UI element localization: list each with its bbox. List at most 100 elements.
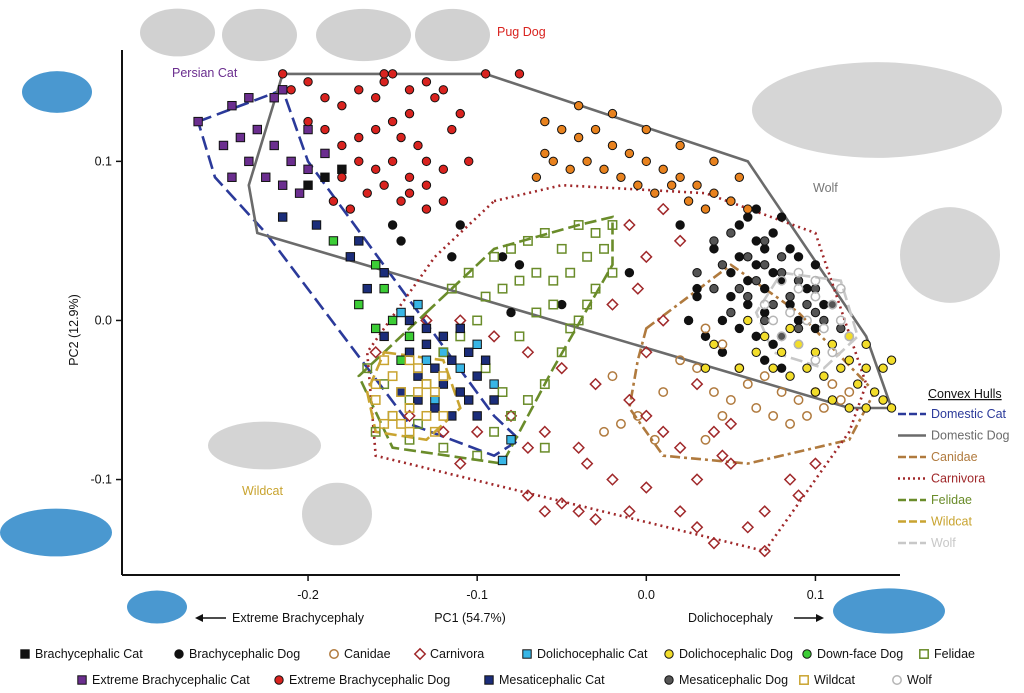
point-extreme-brachycephalic-dog [354, 156, 364, 167]
point-brachycephalic-dog [447, 252, 457, 262]
point-canidae [607, 371, 618, 382]
point-mesaticephalic-dog [802, 299, 812, 310]
point-carnivora [656, 314, 670, 327]
point-brachycephalic-dog [768, 339, 778, 350]
point-wolf [785, 307, 796, 318]
point-brachycephalic-cat [303, 180, 313, 190]
legend-marker-extreme-brachycephalic-cat-icon [77, 675, 87, 685]
point-felidae [455, 331, 466, 342]
point-extreme-brachycephalic-cat [244, 93, 254, 103]
point-brachycephalic-dog [700, 331, 711, 342]
point-wildcat [370, 379, 381, 390]
point-brachycephalic-dog [734, 323, 745, 334]
point-brachycephalic-dog [396, 236, 406, 246]
point-orange-dog [709, 156, 719, 167]
point-dolichocephalic-dog [827, 395, 838, 405]
point-wolf [835, 283, 846, 294]
point-canidae [599, 426, 609, 437]
point-carnivora [716, 449, 729, 462]
point-felidae [548, 299, 559, 310]
point-brachycephalic-dog [810, 260, 821, 270]
legend-label: Carnivora [430, 647, 485, 661]
point-orange-dog [650, 188, 660, 198]
point-carnivora [792, 489, 805, 502]
point-mesaticephalic-cat [404, 347, 415, 357]
point-mesaticephalic-dog [776, 252, 787, 262]
point-orange-dog [548, 156, 558, 167]
legend-marker-felidae-icon [919, 649, 929, 659]
annotation-wolf: Wolf [813, 181, 838, 195]
point-dolichocephalic-dog [751, 347, 761, 357]
point-felidae [404, 434, 415, 445]
point-wildcat [370, 395, 381, 405]
point-brachycephalic-dog [768, 228, 778, 238]
point-mesaticephalic-dog [717, 260, 728, 270]
point-felidae [463, 267, 474, 278]
point-extreme-brachycephalic-dog [438, 164, 449, 175]
hull-domestic-cat [196, 88, 522, 458]
annotation-wildcat: Wildcat [242, 484, 284, 498]
point-carnivora [521, 441, 535, 454]
point-dolichocephalic-cat [497, 455, 508, 466]
x-tick-label: -0.2 [297, 588, 319, 602]
legend-marker-brachycephalic-dog-icon [174, 649, 184, 659]
point-felidae [573, 220, 584, 230]
point-felidae [539, 379, 550, 390]
series-carnivora [369, 202, 822, 558]
point-extreme-brachycephalic-dog [370, 93, 381, 103]
point-dolichocephalic-cat [455, 363, 465, 373]
point-felidae [556, 347, 567, 358]
point-mesaticephalic-cat [464, 395, 474, 405]
point-felidae [506, 243, 516, 254]
point-mesaticephalic-cat [430, 403, 440, 413]
point-brachycephalic-dog [497, 252, 508, 262]
legend-marker [522, 649, 532, 659]
point-dolichocephalic-dog [886, 403, 897, 413]
y-tick-label: 0.0 [95, 313, 112, 327]
point-brachycephalic-dog [743, 275, 753, 286]
point-brachycephalic-dog [759, 244, 770, 254]
point-mesaticephalic-dog [726, 228, 736, 238]
point-carnivora [589, 513, 602, 526]
point-down-face-dog [354, 299, 364, 310]
point-mesaticephalic-dog [759, 260, 770, 270]
point-felidae [590, 283, 601, 294]
point-orange-dog [709, 188, 719, 198]
point-carnivora [470, 425, 484, 439]
point-felidae [489, 426, 500, 437]
point-brachycephalic-dog [692, 283, 702, 294]
point-extreme-brachycephalic-dog [404, 108, 415, 119]
point-extreme-brachycephalic-cat [303, 164, 313, 175]
legend-label: Wildcat [814, 673, 855, 687]
point-dolichocephalic-cat [472, 339, 482, 350]
point-carnivora [572, 441, 585, 454]
legend-marker [413, 647, 427, 661]
legend-label: Canidae [344, 647, 391, 661]
point-carnivora [580, 457, 594, 470]
point-mesaticephalic-cat [447, 355, 457, 365]
point-mesaticephalic-cat [472, 411, 482, 421]
legend-item-wildcat: Wildcat [797, 673, 855, 687]
point-felidae [565, 323, 576, 334]
point-carnivora [454, 457, 467, 470]
point-extreme-brachycephalic-dog [387, 116, 398, 127]
point-carnivora [623, 218, 636, 232]
point-felidae [599, 243, 609, 254]
point-mesaticephalic-dog [709, 236, 719, 246]
point-carnivora [656, 202, 670, 216]
annotation-extreme-brachycephaly: Extreme Brachycephaly [232, 611, 365, 625]
hull-domestic-dog [247, 72, 894, 410]
annotation-persian-cat: Persian Cat [172, 66, 238, 80]
x-tick-label: 0.0 [638, 588, 655, 602]
point-brachycephalic-dog [683, 315, 694, 326]
point-mesaticephalic-dog [743, 291, 753, 302]
point-carnivora [623, 505, 636, 518]
point-carnivora [572, 505, 585, 518]
point-felidae [472, 450, 483, 461]
point-wolf [810, 355, 821, 366]
point-carnivora [555, 497, 568, 510]
point-down-face-dog [404, 331, 415, 342]
point-wolf [835, 315, 846, 326]
point-extreme-brachycephalic-dog [379, 69, 389, 79]
point-extreme-brachycephalic-cat [277, 180, 288, 190]
